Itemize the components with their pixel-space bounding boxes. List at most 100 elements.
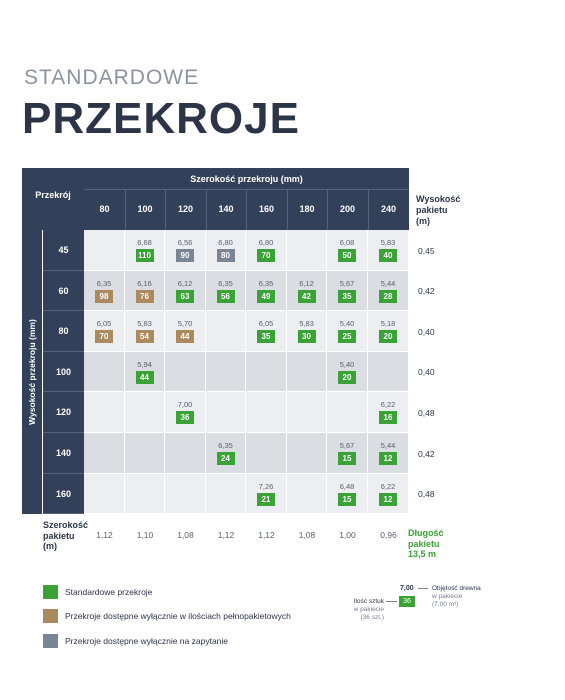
column-header: 240 (380, 204, 397, 214)
header-divider (206, 189, 207, 230)
cell-volume: 6,48 (339, 482, 355, 491)
table-cell: 6,16 76 (125, 271, 165, 311)
table-cell: 6,80 80 (206, 230, 246, 271)
table-cell (84, 474, 125, 514)
cell-volume: 5,44 (380, 441, 396, 450)
cell-volume: 6,12 (177, 279, 193, 288)
cell-volume: 5,83 (137, 319, 152, 328)
width-header: Szerokość przekroju (mm) (190, 174, 303, 184)
cell-count-badge: 25 (338, 330, 356, 343)
table-cell: 5,40 20 (327, 352, 368, 392)
cell-count-badge: 36 (176, 411, 194, 424)
table-cell (206, 352, 246, 392)
example-count-label: Ilość sztuk w pakiecie (36 szt.) (342, 598, 384, 622)
table-cell (165, 352, 206, 392)
pre-title: STANDARDOWE (24, 66, 200, 89)
package-height-header-line: Wysokość (416, 194, 461, 204)
cell-volume: 6,05 (96, 319, 112, 328)
table-cell (287, 230, 327, 271)
table-cell: 5,94 44 (125, 352, 165, 392)
cell-volume: 6,80 (258, 238, 274, 247)
table-cell: 5,67 35 (327, 271, 368, 311)
package-width-value: 1,12 (217, 530, 235, 540)
cell-volume: 5,67 (339, 441, 355, 450)
table-cell: 5,83 54 (125, 311, 165, 352)
column-header: 180 (299, 204, 315, 214)
cell-volume: 6,35 (258, 279, 274, 288)
height-axis-band (22, 230, 42, 514)
cell-volume: 6,68 (137, 238, 152, 247)
cell-count-badge: 21 (257, 493, 275, 506)
cell-volume: 6,56 (177, 238, 193, 247)
package-height-value: 0,48 (418, 407, 435, 418)
cell-volume: 6,12 (299, 279, 314, 288)
cell-count-badge: 12 (379, 452, 397, 465)
cell-volume: 6,08 (339, 238, 355, 247)
cell-count-badge: 63 (176, 290, 194, 303)
cell-volume: 5,83 (299, 319, 314, 328)
example-volume-label-line: Objętość drewna (432, 585, 481, 592)
column-header: 120 (177, 204, 194, 214)
cell-count-badge: 35 (257, 330, 275, 343)
example-count-badge: 36 (399, 596, 415, 607)
table-cell: 6,56 90 (165, 230, 206, 271)
cell-volume: 7,26 (258, 482, 274, 491)
table-cell (246, 352, 287, 392)
table-cell (206, 392, 246, 433)
column-header: 200 (339, 204, 356, 214)
package-height-header-line: pakietu (416, 205, 448, 215)
package-height-header: Wysokość pakietu (m) (416, 194, 460, 227)
table-cell (246, 433, 287, 474)
cell-count-badge: 28 (379, 290, 397, 303)
table-cell (125, 433, 165, 474)
table-cell: 7,26 21 (246, 474, 287, 514)
row-header: 45 (43, 230, 84, 271)
table-cell: 6,35 24 (206, 433, 246, 474)
cell-volume: 6,22 (380, 400, 396, 409)
cell-volume: 6,16 (137, 279, 152, 288)
table-cell: 5,70 44 (165, 311, 206, 352)
cell-count-badge: 56 (216, 290, 235, 303)
header-divider (368, 189, 369, 230)
table-cell (246, 392, 287, 433)
cell-count-badge: 44 (176, 330, 194, 343)
row-header: 160 (43, 474, 84, 514)
table-cell: 5,67 15 (327, 433, 368, 474)
package-width-value: 0,96 (380, 530, 397, 540)
package-length-line: pakietu (408, 538, 440, 549)
table-cell: 5,18 20 (368, 311, 409, 352)
package-height-value: 0,42 (418, 286, 435, 296)
cell-count-badge: 98 (95, 290, 113, 303)
table-cell (287, 433, 327, 474)
cell-count-badge: 44 (135, 371, 154, 384)
package-width-value: 1,10 (136, 530, 154, 540)
row-header: 60 (43, 271, 84, 311)
table-cell (125, 392, 165, 433)
table-cell: 6,12 63 (165, 271, 206, 311)
cell-volume: 6,05 (258, 319, 274, 328)
table-cell (84, 392, 125, 433)
example-volume-label: Objętość drewna w pakiecie (7,00 m³) (432, 585, 481, 609)
row-header: 120 (43, 392, 84, 433)
example-volume-label-line: w pakiecie (432, 593, 463, 600)
table-cell: 6,22 16 (368, 392, 409, 433)
table-cell (287, 352, 327, 392)
legend-on-request-swatch (43, 634, 58, 648)
cell-count-badge: 76 (135, 290, 154, 303)
table-cell: 6,35 49 (246, 271, 287, 311)
cell-count-badge: 40 (379, 249, 397, 262)
table-cell: 6,35 98 (84, 271, 125, 311)
cell-volume: 5,67 (339, 279, 355, 288)
legend-on-request-text: Przekroje dostępne wyłącznie na zapytani… (65, 636, 229, 646)
cell-count-badge: 50 (338, 249, 356, 262)
package-width-value: 1,12 (258, 530, 275, 540)
package-width-value: 1,00 (339, 530, 356, 540)
table-cell: 6,80 70 (246, 230, 287, 271)
cell-count-badge: 110 (135, 249, 154, 262)
table-cell (206, 311, 246, 352)
example-count-label-line: Ilość sztuk (353, 598, 384, 605)
table-cell: 6,05 35 (246, 311, 287, 352)
cell-count-badge: 20 (379, 330, 397, 343)
footer-label-line: (m) (43, 541, 57, 551)
header-divider (246, 189, 247, 230)
